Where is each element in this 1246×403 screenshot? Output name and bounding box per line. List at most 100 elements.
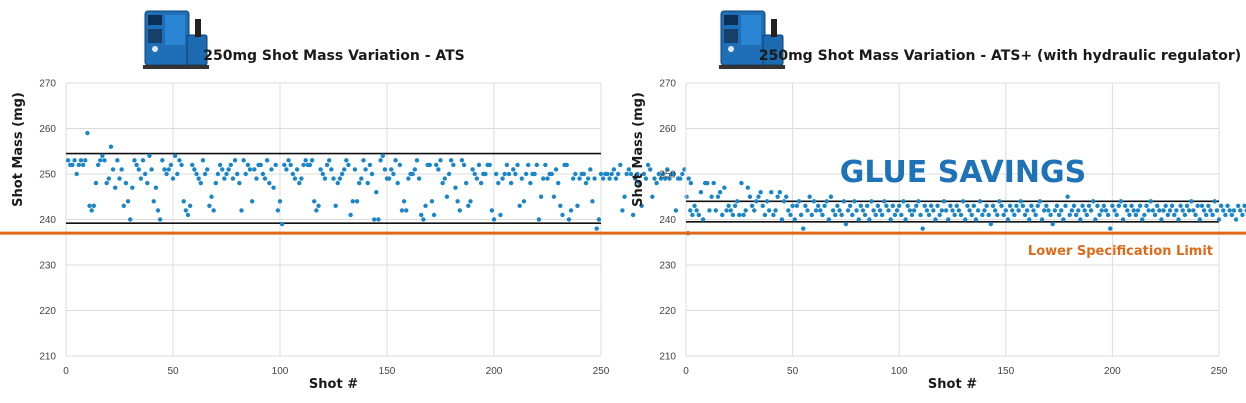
data-point	[177, 158, 182, 163]
data-point	[224, 171, 229, 177]
data-point	[730, 212, 736, 218]
data-point	[459, 158, 465, 163]
data-point	[826, 217, 832, 222]
data-point	[558, 203, 563, 209]
data-point	[421, 217, 426, 222]
data-point	[739, 180, 744, 186]
data-point	[720, 212, 725, 218]
data-point	[513, 171, 518, 177]
data-point	[850, 212, 855, 218]
data-point	[952, 212, 957, 218]
data-point	[564, 162, 569, 168]
data-point	[871, 208, 876, 213]
data-point	[444, 194, 450, 199]
data-point	[658, 176, 664, 181]
data-point	[532, 171, 537, 177]
data-point	[322, 176, 328, 181]
data-point	[630, 212, 636, 218]
data-point	[618, 162, 623, 168]
data-point	[442, 176, 447, 181]
data-point	[181, 199, 186, 204]
data-point	[907, 208, 913, 213]
data-point	[583, 180, 589, 186]
data-point	[104, 180, 109, 186]
data-point	[511, 167, 516, 172]
data-point	[713, 208, 719, 213]
data-point	[877, 208, 883, 213]
data-point	[943, 208, 949, 213]
data-point	[1186, 208, 1192, 213]
data-point	[1229, 212, 1234, 218]
data-point	[318, 167, 323, 172]
data-point	[692, 203, 697, 209]
data-point	[145, 180, 150, 186]
data-point	[1007, 203, 1013, 209]
data-point	[624, 171, 629, 177]
data-point	[737, 212, 742, 218]
data-point	[85, 130, 90, 136]
data-point	[419, 212, 424, 218]
data-point	[1044, 203, 1049, 209]
data-point	[297, 180, 302, 186]
data-point	[566, 217, 572, 222]
data-point	[1101, 203, 1107, 209]
data-point	[570, 176, 576, 181]
data-point	[324, 162, 330, 168]
y-tick-label: 240	[39, 215, 56, 226]
data-point	[1182, 212, 1188, 218]
data-point	[128, 217, 133, 222]
data-point	[1154, 203, 1160, 209]
data-point	[534, 162, 539, 168]
data-point	[254, 176, 259, 181]
data-point	[416, 176, 422, 181]
data-point	[209, 194, 214, 199]
data-point	[553, 167, 559, 172]
data-point	[252, 167, 257, 172]
data-point	[1114, 212, 1119, 218]
data-point	[121, 203, 126, 209]
data-point	[756, 194, 761, 199]
data-point	[1067, 212, 1072, 218]
data-point	[1097, 212, 1102, 218]
data-point	[873, 212, 878, 218]
data-point	[818, 208, 823, 213]
data-point	[960, 199, 966, 204]
data-point	[93, 180, 99, 186]
data-point	[1148, 199, 1153, 204]
data-point	[728, 208, 733, 213]
data-point	[194, 171, 199, 177]
data-point	[984, 203, 989, 209]
data-point	[271, 185, 276, 190]
data-point	[292, 176, 298, 181]
data-point	[1238, 208, 1243, 213]
data-point	[660, 171, 666, 177]
data-point	[888, 217, 893, 222]
data-point	[1135, 208, 1141, 213]
data-point	[696, 212, 701, 218]
data-point	[410, 171, 415, 177]
data-point	[1095, 203, 1100, 209]
data-point	[463, 180, 469, 186]
data-point	[1073, 212, 1079, 218]
data-point	[436, 167, 441, 172]
data-point	[157, 217, 163, 222]
data-point	[434, 162, 439, 168]
x-tick-label: 150	[997, 366, 1014, 377]
data-point	[869, 199, 874, 204]
data-point	[365, 180, 370, 186]
data-point	[830, 208, 836, 213]
data-point	[239, 208, 244, 213]
data-point	[1116, 203, 1121, 209]
data-point	[835, 203, 840, 209]
data-point	[153, 185, 159, 190]
data-point	[862, 212, 868, 218]
data-point	[1142, 212, 1147, 218]
data-point	[671, 171, 676, 177]
x-tick-label: 100	[891, 366, 908, 377]
x-tick-label: 100	[272, 366, 289, 377]
y-tick-label: 230	[39, 261, 56, 272]
data-point	[215, 171, 221, 177]
data-point	[922, 203, 927, 209]
data-point	[946, 217, 951, 222]
data-point	[397, 162, 403, 168]
